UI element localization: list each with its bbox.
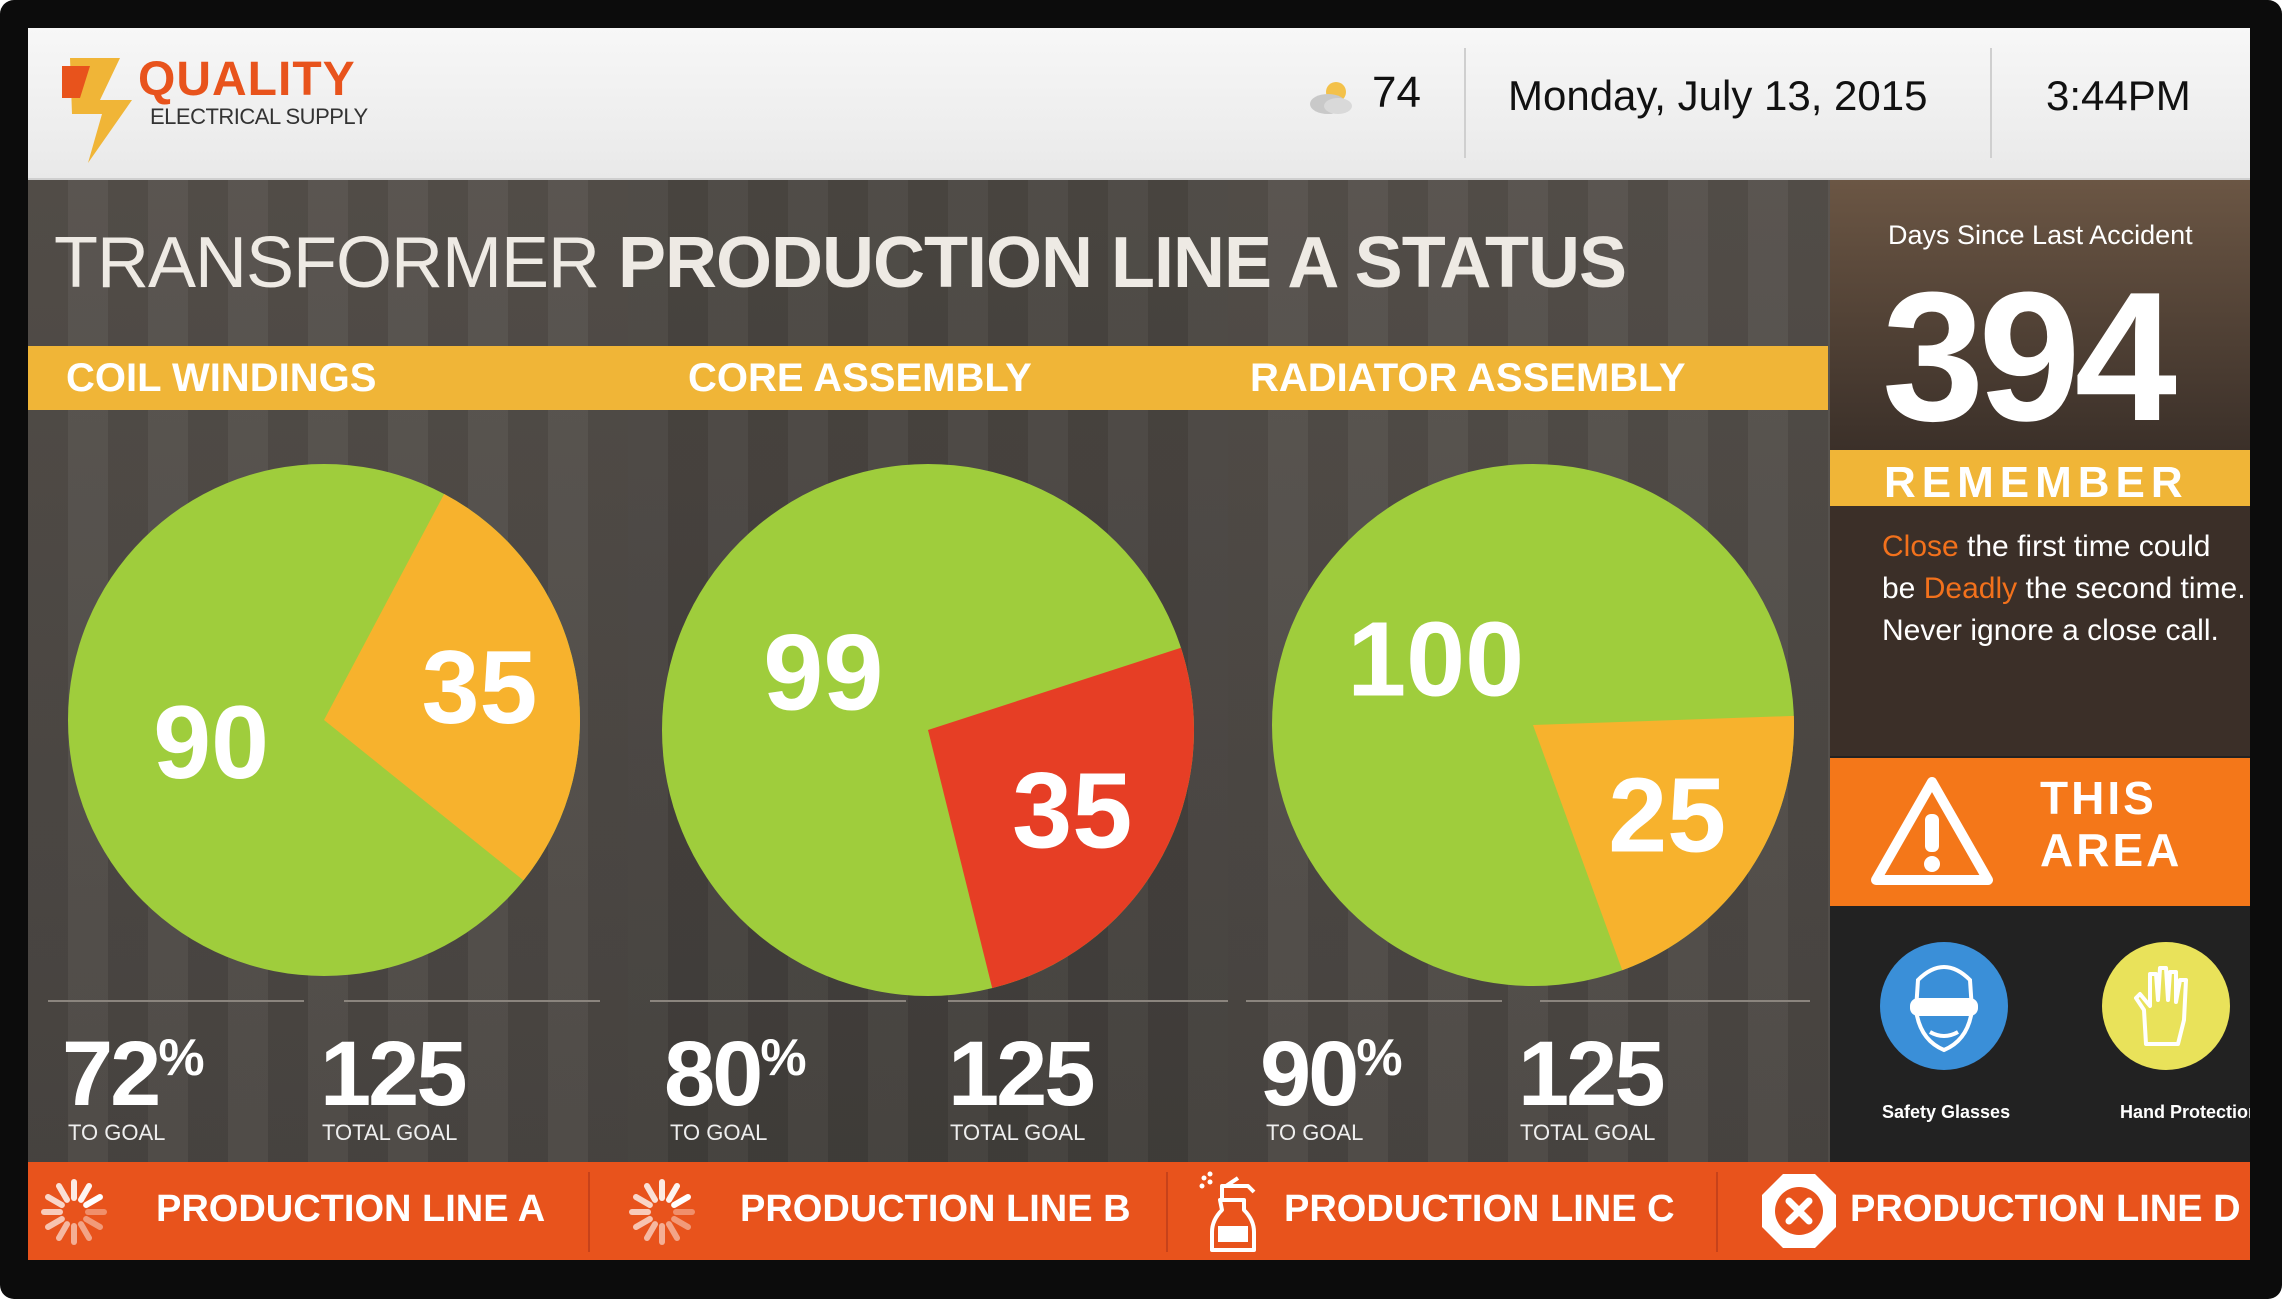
pie-label-done: 100 — [1347, 600, 1524, 718]
title-bold: PRODUCTION LINE A STATUS — [618, 223, 1627, 303]
footer-divider — [1166, 1172, 1168, 1252]
company-logo: QUALITY ELECTRICAL SUPPLY — [50, 38, 390, 168]
radiator-assembly-total: 125 — [1518, 1023, 1665, 1125]
accident-label: Days Since Last Accident — [1888, 220, 2193, 250]
section-label-core-assembly: CORE ASSEMBLY — [688, 356, 1032, 400]
error-x-icon — [1762, 1174, 1836, 1248]
pie-chart-core-assembly: 99 35 — [662, 464, 1194, 996]
warning-triangle-icon — [1871, 777, 1993, 885]
pie-label-remaining: 35 — [422, 630, 538, 746]
footer-divider — [588, 1172, 590, 1252]
safety-glasses-label: Safety Glasses — [1882, 1102, 2011, 1122]
remember-band — [1830, 450, 2250, 506]
pct-value: 90 — [1260, 1023, 1359, 1125]
msg-text: the second time. Never ignore a close ca… — [1882, 572, 2246, 647]
current-time: 3:44PM — [2046, 72, 2191, 119]
loading-spinner-icon — [629, 1179, 695, 1245]
divider-rule — [1540, 1000, 1810, 1002]
production-line-c-label: PRODUCTION LINE C — [1284, 1188, 1675, 1230]
pie-chart-coil-windings: 90 35 — [68, 464, 580, 976]
production-line-a-label: PRODUCTION LINE A — [156, 1188, 546, 1230]
pie-label-remaining: 35 — [1012, 749, 1132, 870]
current-date: Monday, July 13, 2015 — [1508, 72, 1928, 119]
total-goal-label: TOTAL GOAL — [950, 1120, 1086, 1145]
header-bar: QUALITY ELECTRICAL SUPPLY 74 Monday, Jul… — [28, 28, 2250, 180]
section-label-radiator-assembly: RADIATOR ASSEMBLY — [1250, 356, 1686, 400]
msg-highlight: Deadly — [1923, 572, 2018, 605]
safety-message: Close the first time could be Deadly the… — [1882, 526, 2250, 652]
lightning-bolt-icon — [62, 58, 132, 163]
pie-label-done: 90 — [153, 685, 269, 801]
divider-rule — [948, 1000, 1228, 1002]
coil-windings-pct: 72% — [62, 1022, 205, 1127]
pct-value: 72 — [62, 1023, 161, 1125]
core-assembly-total: 125 — [948, 1023, 1095, 1125]
to-goal-label: TO GOAL — [670, 1120, 768, 1145]
divider-rule — [344, 1000, 600, 1002]
title-light: TRANSFORMER — [54, 223, 600, 303]
loading-spinner-icon — [41, 1179, 107, 1245]
pct-sign: % — [158, 1029, 205, 1087]
core-assembly-pct: 80% — [664, 1022, 807, 1127]
divider-rule — [650, 1000, 906, 1002]
msg-text: the first time could be — [1882, 530, 2211, 605]
pct-sign: % — [760, 1029, 807, 1087]
safety-glasses-icon — [1880, 942, 2008, 1070]
page-title: TRANSFORMER PRODUCTION LINE A STATUS — [54, 222, 1627, 304]
production-line-ticker: PRODUCTION LINE A PRODUCTION LINE B PROD… — [28, 1162, 2250, 1260]
total-goal-label: TOTAL GOAL — [322, 1120, 458, 1145]
area-line-1: THIS — [2040, 772, 2157, 824]
header-divider — [1464, 48, 1466, 158]
temperature: 74 — [1372, 68, 1421, 117]
partly-cloudy-icon — [1310, 82, 1352, 114]
header-divider — [1990, 48, 1992, 158]
to-goal-label: TO GOAL — [1266, 1120, 1364, 1145]
production-line-b-label: PRODUCTION LINE B — [740, 1188, 1131, 1230]
pct-sign: % — [1356, 1029, 1403, 1087]
screen: QUALITY ELECTRICAL SUPPLY 74 Monday, Jul… — [28, 28, 2250, 1260]
hand-protection-icon — [2102, 942, 2230, 1070]
pie-chart-radiator-assembly: 100 25 — [1272, 464, 1794, 986]
divider-rule — [48, 1000, 304, 1002]
accident-days: 394 — [1882, 253, 2177, 459]
total-goal-label: TOTAL GOAL — [1520, 1120, 1656, 1145]
logo-sub-text: ELECTRICAL SUPPLY — [150, 104, 368, 129]
msg-highlight: Close — [1882, 530, 1959, 563]
accident-counter-box — [1830, 180, 2250, 450]
production-line-d-label: PRODUCTION LINE D — [1850, 1188, 2241, 1230]
pct-value: 80 — [664, 1023, 763, 1125]
production-status-panel: TRANSFORMER PRODUCTION LINE A STATUS COI… — [28, 180, 1830, 1162]
radiator-assembly-pct: 90% — [1260, 1022, 1403, 1127]
pie-label-remaining: 25 — [1608, 756, 1726, 874]
to-goal-label: TO GOAL — [68, 1120, 166, 1145]
pie-slice-remaining — [1533, 715, 1794, 971]
spray-bottle-icon — [1199, 1171, 1256, 1252]
section-header-band — [28, 346, 1828, 410]
this-area-text: THIS AREA — [2040, 772, 2182, 876]
pie-slice-remaining — [324, 493, 580, 881]
safety-message-box — [1830, 506, 2250, 756]
footer-divider — [1716, 1172, 1718, 1252]
coil-windings-total: 125 — [320, 1023, 467, 1125]
safety-panel: Days Since Last Accident 394 REMEMBER Cl… — [1830, 180, 2250, 1162]
hand-protection-label: Hand Protection — [2120, 1102, 2250, 1122]
pie-slice-remaining — [928, 647, 1194, 989]
remember-heading: REMEMBER — [1884, 458, 2189, 507]
pie-label-done: 99 — [763, 611, 883, 732]
logo-main-text: QUALITY — [138, 53, 356, 106]
divider-rule — [1246, 1000, 1502, 1002]
section-label-coil-windings: COIL WINDINGS — [66, 356, 377, 400]
area-line-2: AREA — [2040, 824, 2183, 876]
